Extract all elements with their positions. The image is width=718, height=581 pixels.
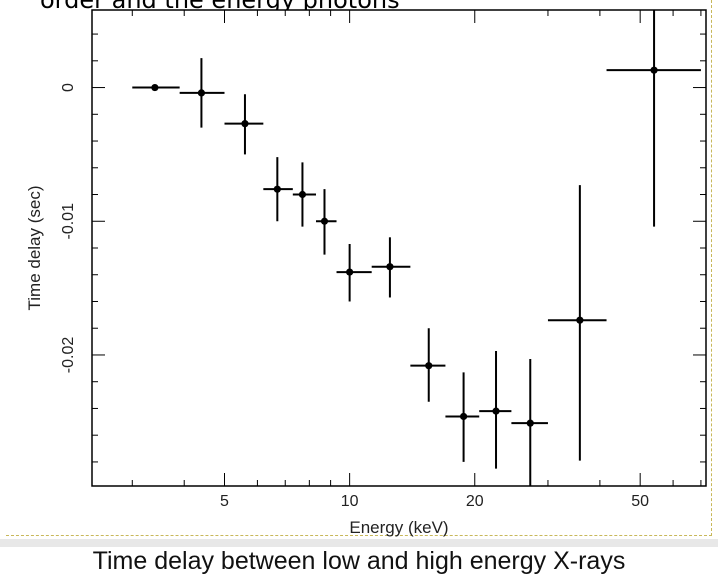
x-axis-label: Energy (keV)	[349, 518, 448, 537]
x-tick-label: 5	[220, 493, 229, 510]
axis-ticks	[92, 10, 706, 486]
x-tick-label: 20	[466, 493, 484, 510]
data-point	[320, 217, 329, 225]
data-point	[526, 419, 534, 427]
figure-caption: Time delay between low and high energy X…	[92, 547, 626, 575]
figure-bottom-strip	[0, 539, 718, 547]
y-tick-label: -0.01	[60, 203, 77, 240]
error-bar-chart: 5 10 20 50 0 -0.01 -0.02 Energy (keV) Time del…	[25, 9, 707, 537]
figure-frame	[6, 0, 712, 536]
data-point	[386, 263, 394, 271]
data-points	[132, 10, 701, 486]
y-tick-label: 0	[60, 83, 77, 92]
data-point	[346, 268, 354, 276]
data-point	[459, 412, 468, 421]
data-point	[492, 407, 500, 415]
data-point	[298, 190, 307, 199]
data-point	[151, 83, 159, 92]
y-axis-label: Time delay (sec)	[25, 185, 44, 310]
tick-labels: 5 10 20 50 0 -0.01 -0.02	[60, 83, 649, 510]
data-point	[576, 316, 584, 324]
data-point	[425, 362, 433, 370]
x-tick-label: 50	[631, 493, 649, 510]
plot-area	[91, 9, 707, 487]
data-point	[273, 185, 281, 193]
data-point	[650, 66, 658, 74]
x-tick-label: 10	[341, 493, 359, 510]
data-point	[197, 89, 206, 97]
y-tick-label: -0.02	[60, 337, 77, 374]
data-point	[241, 120, 249, 128]
